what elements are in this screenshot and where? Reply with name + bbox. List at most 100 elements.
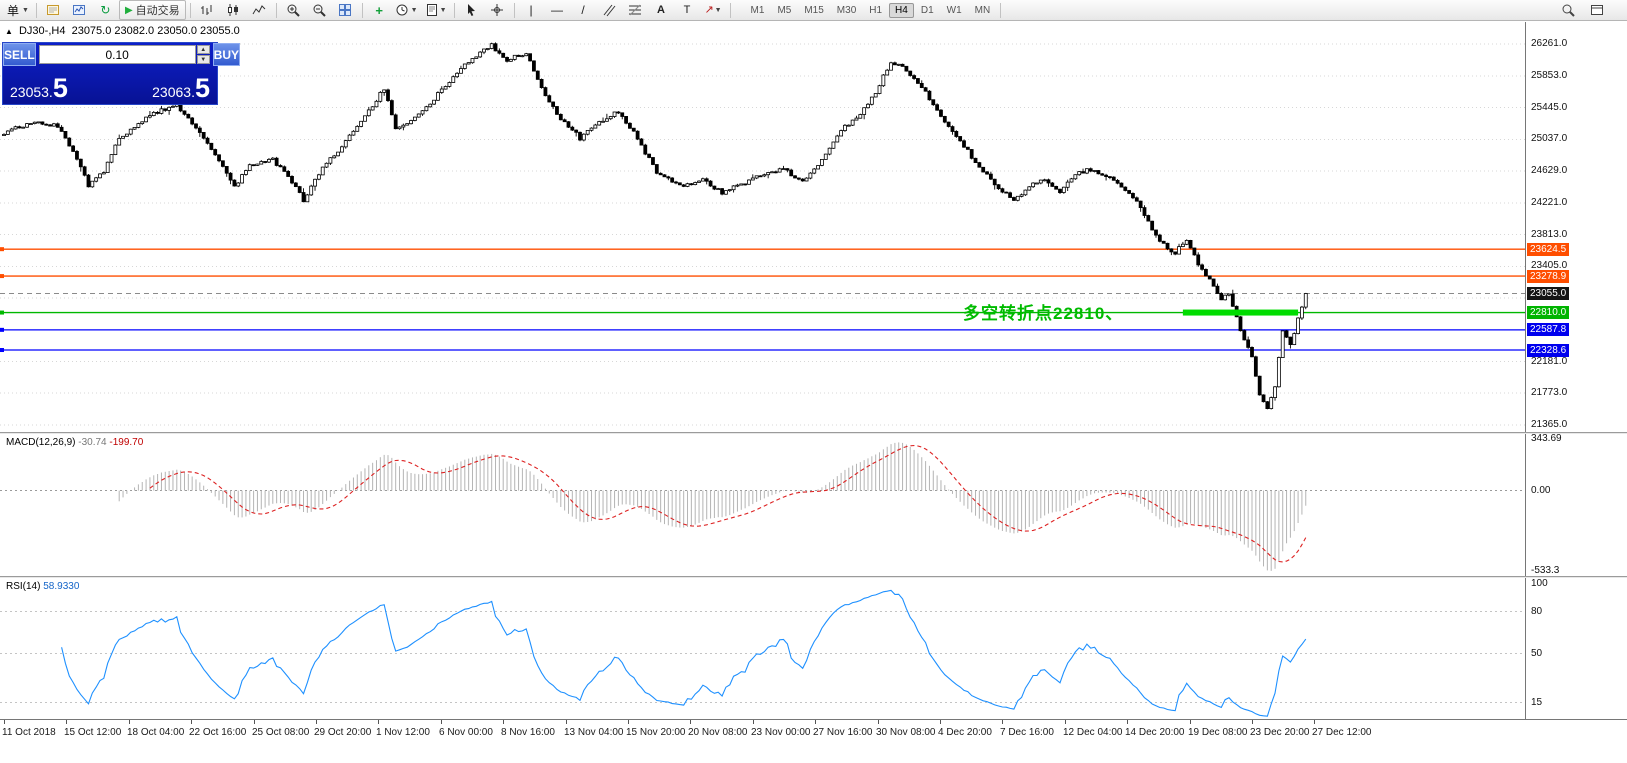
time-axis-label: 29 Oct 20:00 — [314, 727, 372, 738]
time-tick — [378, 720, 379, 724]
macd-name: MACD(12,26,9) — [6, 437, 76, 448]
arrows-tool-icon[interactable]: ↗ ▼ — [704, 3, 722, 16]
window-icon[interactable] — [1584, 0, 1609, 20]
sell-price[interactable]: 23053. 5 — [10, 73, 68, 103]
order-menu-label: 单 — [7, 3, 20, 18]
price-axis[interactable]: 26261.0 25853.0 25445.0 25037.0 24629.0 24221… — [1525, 22, 1627, 719]
macd-panel[interactable] — [0, 434, 1525, 576]
price-axis-label: 23405.0 — [1531, 260, 1568, 271]
horizontal-line-tool-icon[interactable]: — — [551, 3, 564, 17]
toolbar-separator — [275, 2, 277, 18]
time-axis-label: 25 Oct 08:00 — [252, 727, 310, 738]
time-axis-label: 8 Nov 16:00 — [501, 727, 555, 738]
crosshair-icon[interactable] — [485, 0, 510, 20]
buy-price[interactable]: 23063. 5 — [152, 73, 210, 103]
sell-button[interactable]: SELL — [3, 43, 36, 66]
volume-up-icon[interactable]: ▲ — [196, 45, 210, 54]
timeframe-h1[interactable]: H1 — [869, 4, 883, 16]
timeframe-m5[interactable]: M5 — [777, 4, 792, 16]
toolbar-separator — [361, 2, 363, 18]
candlestick-chart-icon[interactable] — [221, 0, 246, 20]
autotrading-label: 自动交易 — [135, 5, 180, 17]
chart-title: ▲ DJ30-,H4 23075.0 23082.0 23050.0 23055… — [5, 25, 240, 37]
time-tick — [129, 720, 130, 724]
timeframe-h4[interactable]: H4 — [889, 2, 914, 18]
panel-splitter[interactable] — [0, 432, 1627, 434]
time-tick — [940, 720, 941, 724]
time-tick — [690, 720, 691, 724]
timeframe-mn[interactable]: MN — [974, 4, 991, 16]
time-tick — [4, 720, 5, 724]
oneclick-collapse-icon[interactable]: ▲ — [5, 27, 13, 36]
time-axis-label: 27 Dec 12:00 — [1312, 727, 1372, 738]
autotrading-button[interactable]: ▶ 自动交易 — [118, 0, 186, 20]
new-order-icon[interactable] — [41, 0, 66, 20]
price-axis-label: 25853.0 — [1531, 70, 1568, 81]
price-tag: 22587.8 — [1527, 323, 1570, 336]
time-tick — [1065, 720, 1066, 724]
time-axis-label: 15 Nov 20:00 — [626, 727, 686, 738]
timeframe-group: M1 M5 M15 M30 H1 H4 D1 W1 MN — [745, 2, 997, 18]
symbol-search-icon[interactable] — [1555, 0, 1580, 20]
toolbar-separator — [453, 2, 455, 18]
time-axis-label: 30 Nov 08:00 — [876, 727, 936, 738]
tile-windows-icon[interactable] — [333, 0, 358, 20]
time-tick — [753, 720, 754, 724]
price-tag: 23055.0 — [1527, 287, 1570, 300]
timeframe-m30[interactable]: M30 — [836, 4, 857, 16]
cursor-icon[interactable] — [459, 0, 484, 20]
panel-splitter[interactable] — [0, 576, 1627, 578]
chevron-down-icon: ▼ — [714, 6, 722, 14]
main-price-chart[interactable] — [0, 22, 1525, 432]
time-tick — [1127, 720, 1128, 724]
template-icon[interactable]: ▼ — [422, 0, 450, 20]
time-tick — [566, 720, 567, 724]
macd-label: MACD(12,26,9) -30.74 -199.70 — [6, 437, 143, 448]
sell-price-big-digit: 5 — [52, 73, 68, 103]
bar-chart-icon[interactable] — [195, 0, 220, 20]
toolbar-separator — [513, 2, 515, 18]
line-chart-icon[interactable] — [247, 0, 272, 20]
text-tool-icon[interactable]: A — [657, 4, 665, 16]
price-tag: 23624.5 — [1527, 243, 1570, 256]
macd-signal-value: -199.70 — [109, 437, 144, 448]
buy-price-big-digit: 5 — [194, 73, 210, 103]
play-icon: ▶ — [124, 4, 133, 16]
add-indicator-icon[interactable]: + — [375, 2, 383, 18]
time-tick — [1190, 720, 1191, 724]
zoom-in-icon[interactable] — [281, 0, 306, 20]
chart-annotation-text[interactable]: 多空转折点22810、 — [963, 304, 1124, 323]
volume-down-icon[interactable]: ▼ — [196, 55, 210, 64]
time-tick — [503, 720, 504, 724]
time-axis-label: 15 Oct 12:00 — [64, 727, 122, 738]
new-chart-window-icon[interactable] — [67, 0, 92, 20]
zoom-out-icon[interactable] — [307, 0, 332, 20]
fibonacci-tool-icon[interactable] — [623, 0, 648, 20]
time-tick — [441, 720, 442, 724]
timeframe-m1[interactable]: M1 — [750, 4, 765, 16]
time-axis-label: 4 Dec 20:00 — [938, 727, 992, 738]
refresh-icon[interactable]: ↻ — [100, 3, 111, 17]
time-axis[interactable]: 11 Oct 2018 15 Oct 12:00 18 Oct 04:00 22 Oc… — [0, 719, 1627, 763]
time-axis-label: 23 Dec 20:00 — [1250, 727, 1310, 738]
timeframe-m15[interactable]: M15 — [804, 4, 824, 16]
time-axis-label: 14 Dec 20:00 — [1125, 727, 1185, 738]
text-label-tool-icon[interactable]: T — [683, 4, 691, 16]
time-axis-label: 20 Nov 08:00 — [688, 727, 748, 738]
price-axis-label: 22181.0 — [1531, 356, 1568, 367]
main-toolbar: 单 ▼ ↻ ▶ 自动交易 + ▼ ▼ — [0, 0, 1627, 21]
chevron-down-icon: ▼ — [439, 6, 447, 14]
periods-icon[interactable]: ▼ — [393, 0, 421, 20]
timeframe-w1[interactable]: W1 — [946, 4, 962, 16]
timeframe-d1[interactable]: D1 — [920, 4, 934, 16]
channel-tool-icon[interactable] — [597, 0, 622, 20]
order-menu-button[interactable]: 单 ▼ — [4, 0, 32, 20]
buy-button[interactable]: BUY — [212, 43, 241, 66]
vertical-line-tool-icon[interactable]: | — [529, 3, 533, 17]
time-axis-label: 23 Nov 00:00 — [751, 727, 811, 738]
volume-input[interactable] — [38, 45, 196, 64]
trendline-tool-icon[interactable]: / — [581, 3, 585, 17]
time-tick — [878, 720, 879, 724]
time-axis-label: 27 Nov 16:00 — [813, 727, 873, 738]
rsi-panel[interactable] — [0, 578, 1525, 718]
